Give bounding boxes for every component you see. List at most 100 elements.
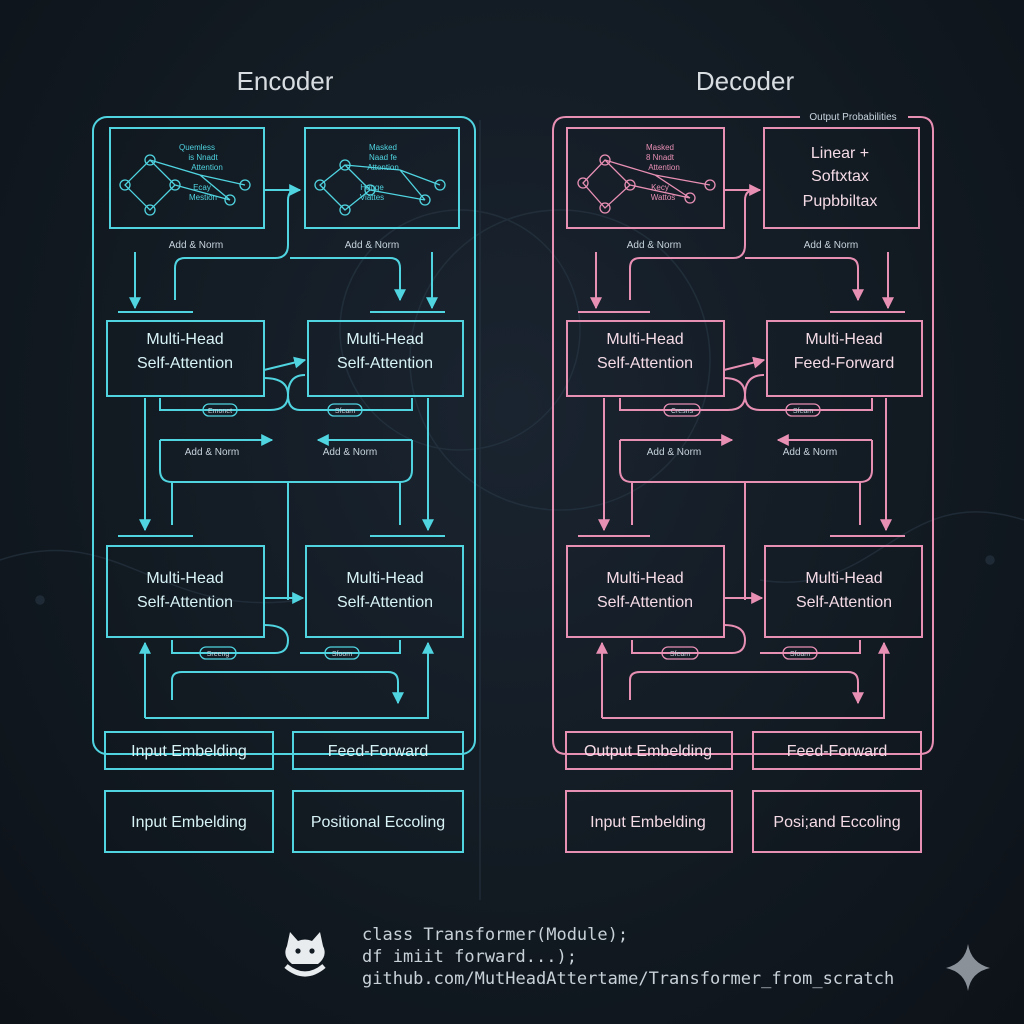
decoder-panel: Decoder Output Probabilities Masked 8 Nn… xyxy=(552,66,934,853)
decoder-add-norm-top-left: Add & Norm xyxy=(627,240,681,251)
decoder-block1-left-line2: Self-Attention xyxy=(597,355,693,372)
decoder-block2-left-line2: Self-Attention xyxy=(597,594,693,611)
encoder-mini-left-line2: is Nnadt xyxy=(188,153,218,162)
encoder-attention-block-1-right xyxy=(307,320,464,397)
background-circuitry xyxy=(0,120,1024,900)
encoder-mini-right-line5: Viattes xyxy=(360,193,384,202)
decoder-add-norm-mid-right: Add & Norm xyxy=(783,447,837,458)
encoder-mini-right-line4: Hauge xyxy=(360,183,384,192)
encoder-add-norm-top-left: Add & Norm xyxy=(169,240,223,251)
decoder-add-norm-top-right: Add & Norm xyxy=(804,240,858,251)
encoder-block2-left-line2: Self-Attention xyxy=(137,594,233,611)
encoder-mini-graph-right xyxy=(314,159,446,216)
decoder-block2-right-line1: Multi-Head xyxy=(805,570,882,587)
encoder-positional-encoding-box xyxy=(292,790,464,853)
encoder-outer-frame xyxy=(92,116,476,755)
decoder-pill-1-left-label: Cresns xyxy=(671,408,694,415)
encoder-pill-2-right-label: Sfoom xyxy=(332,651,352,658)
decoder-block1-right-line1: Multi-Head xyxy=(805,331,882,348)
decoder-pill-2-right-label: Sfoam xyxy=(790,651,810,658)
encoder-panel: Encoder Quemless is Nnadt Attention Ecay… xyxy=(92,66,476,853)
encoder-input-embedding-box-2 xyxy=(104,790,274,853)
encoder-feed-forward-box xyxy=(292,731,464,770)
decoder-title: Decoder xyxy=(696,66,795,96)
encoder-input-embedding-box xyxy=(104,731,274,770)
decoder-mini-left-line5: Wattos xyxy=(651,193,676,202)
decoder-pill-1-right-label: Sfeam xyxy=(793,408,813,415)
encoder-attention-block-2-left xyxy=(106,545,265,638)
encoder-add-norm-mid-left: Add & Norm xyxy=(185,447,239,458)
decoder-pill-2-left-label: Sfeam xyxy=(670,651,690,658)
decoder-mini-left-line2: 8 Nnadt xyxy=(646,153,675,162)
decoder-mini-attention-left xyxy=(566,127,725,229)
decoder-block2-left-line1: Multi-Head xyxy=(606,570,683,587)
decoder-outer-frame xyxy=(552,116,934,755)
decoder-mini-left-line3: Attention xyxy=(648,163,680,172)
decoder-pill-1-left xyxy=(663,403,701,417)
decoder-feed-forward-box xyxy=(752,731,922,770)
decoder-mini-left-line1: Masked xyxy=(646,143,674,152)
encoder-mini-left-line5: Mestion xyxy=(189,193,217,202)
decoder-pill-1-right xyxy=(785,403,821,417)
encoder-block1-right-line1: Multi-Head xyxy=(346,331,423,348)
decoder-bottom2-right: Posi;and Eccoling xyxy=(773,814,900,831)
decoder-bottom1-right: Feed-Forward xyxy=(787,743,887,760)
encoder-block1-left-line2: Self-Attention xyxy=(137,355,233,372)
decoder-mini-left-line4: Kecy xyxy=(651,183,669,192)
encoder-bottom1-right: Feed-Forward xyxy=(328,743,428,760)
decoder-pill-2-right xyxy=(782,646,818,660)
encoder-add-norm-mid-right: Add & Norm xyxy=(323,447,377,458)
sparkle-icon xyxy=(946,944,990,991)
encoder-mini-right-line3: Attention xyxy=(367,163,399,172)
decoder-add-norm-mid-left: Add & Norm xyxy=(647,447,701,458)
encoder-pill-1-right-label: Sfeam xyxy=(335,408,355,415)
decoder-positional-encoding-box xyxy=(752,790,922,853)
encoder-bottom1-left: Input Embelding xyxy=(131,743,247,760)
decoder-pill-2-left xyxy=(661,646,699,660)
encoder-mini-right-line2: Naad fe xyxy=(369,153,398,162)
encoder-mini-attention-right xyxy=(304,127,460,229)
encoder-mini-left-line4: Ecay xyxy=(193,183,211,192)
encoder-block2-right-line2: Self-Attention xyxy=(337,594,433,611)
encoder-pill-2-right xyxy=(324,646,360,660)
decoder-block1-left-line1: Multi-Head xyxy=(606,331,683,348)
decoder-bottom2-left: Input Embelding xyxy=(590,814,706,831)
decoder-output-embedding-box xyxy=(565,731,733,770)
decoder-linear-softmax-box xyxy=(763,127,920,229)
encoder-block1-left-line1: Multi-Head xyxy=(146,331,223,348)
encoder-mini-left-line1: Quemless xyxy=(179,143,215,152)
encoder-block2-left-line1: Multi-Head xyxy=(146,570,223,587)
encoder-pill-1-left-label: Emonet xyxy=(208,408,232,415)
decoder-linear-line3: Pupbbiltax xyxy=(803,193,878,210)
encoder-pill-1-left xyxy=(202,403,238,417)
encoder-block2-right-line1: Multi-Head xyxy=(346,570,423,587)
decoder-block1-right-line2: Feed-Forward xyxy=(794,355,894,372)
encoder-mini-attention-left xyxy=(109,127,265,229)
encoder-mini-left-line3: Attention xyxy=(191,163,223,172)
decoder-feed-forward-block-1-right xyxy=(766,320,923,397)
encoder-add-norm-top-right: Add & Norm xyxy=(345,240,399,251)
decoder-block2-right-line2: Self-Attention xyxy=(796,594,892,611)
encoder-pill-2-left xyxy=(199,646,237,660)
decoder-linear-line1: Linear + xyxy=(811,145,869,162)
cat-logo-icon xyxy=(284,932,326,977)
encoder-pill-2-left-label: Sreeng xyxy=(207,651,230,658)
encoder-mini-graph-left xyxy=(119,154,251,216)
decoder-attention-block-2-right xyxy=(764,545,923,638)
encoder-block1-right-line2: Self-Attention xyxy=(337,355,433,372)
decoder-input-embedding-box xyxy=(565,790,733,853)
encoder-attention-block-2-right xyxy=(305,545,464,638)
decoder-output-caption: Output Probabilities xyxy=(809,112,896,123)
encoder-mini-right-line1: Masked xyxy=(369,143,397,152)
encoder-pill-1-right xyxy=(327,403,363,417)
footer-repo-link[interactable]: github.com/MutHeadAttertame/Transformer_… xyxy=(362,969,894,989)
decoder-attention-block-1-left xyxy=(566,320,725,397)
decoder-bottom1-left: Output Embelding xyxy=(584,743,712,760)
decoder-linear-line2: Softxtax xyxy=(811,168,869,185)
encoder-title: Encoder xyxy=(237,66,334,96)
encoder-bottom2-right: Positional Eccoling xyxy=(311,814,445,831)
decoder-mini-graph-left xyxy=(577,154,716,214)
encoder-attention-block-1-left xyxy=(106,320,265,397)
encoder-bottom2-left: Input Embelding xyxy=(131,814,247,831)
